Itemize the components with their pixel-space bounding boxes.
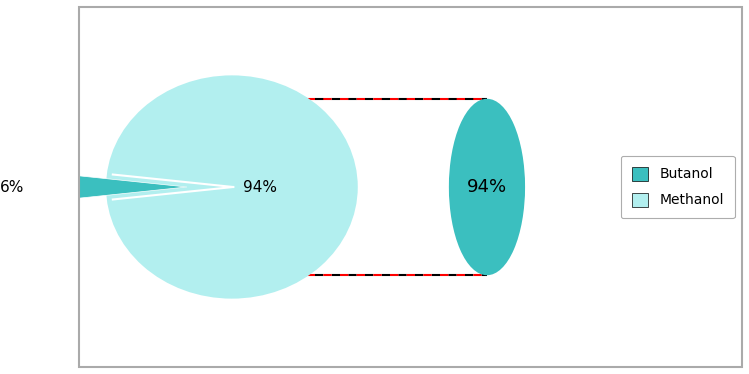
Text: 94%: 94%: [467, 178, 507, 196]
Text: 94%: 94%: [243, 180, 276, 194]
Text: 6%: 6%: [0, 180, 25, 194]
Ellipse shape: [449, 99, 525, 275]
Ellipse shape: [106, 76, 358, 298]
Legend: Butanol, Methanol: Butanol, Methanol: [621, 156, 735, 218]
Wedge shape: [64, 175, 187, 199]
